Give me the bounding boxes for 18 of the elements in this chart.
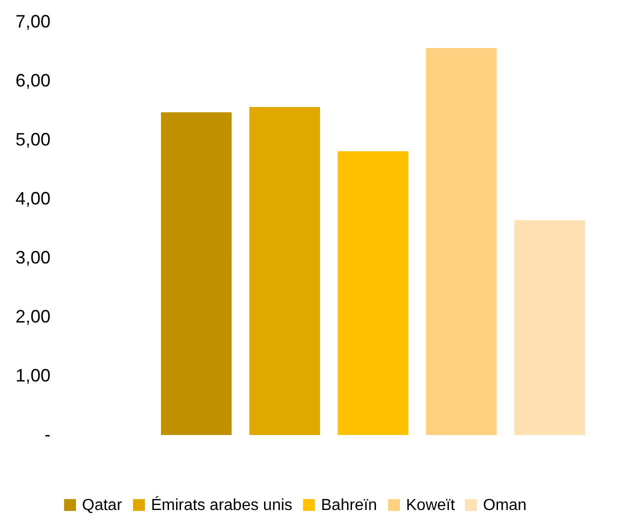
bar: [338, 151, 408, 435]
y-tick-label: -: [44, 424, 50, 444]
y-tick-label: 5,00: [15, 130, 50, 150]
legend-label: Qatar: [82, 497, 123, 514]
bar: [514, 220, 585, 435]
bar: [249, 106, 320, 435]
legend-label: Koweït: [406, 497, 456, 514]
bar: [161, 112, 232, 435]
y-tick-label: 7,00: [15, 12, 50, 32]
legend-label: Émirats arabes unis: [151, 496, 292, 514]
legend-label: Bahreïn: [321, 497, 378, 514]
y-tick-label: 1,00: [15, 366, 50, 386]
legend-label: Oman: [483, 497, 527, 514]
y-tick-label: 4,00: [15, 188, 50, 208]
y-tick-label: 2,00: [15, 306, 50, 326]
y-tick-label: 3,00: [15, 248, 50, 268]
bar: [426, 48, 497, 435]
y-tick-label: 6,00: [15, 70, 50, 90]
